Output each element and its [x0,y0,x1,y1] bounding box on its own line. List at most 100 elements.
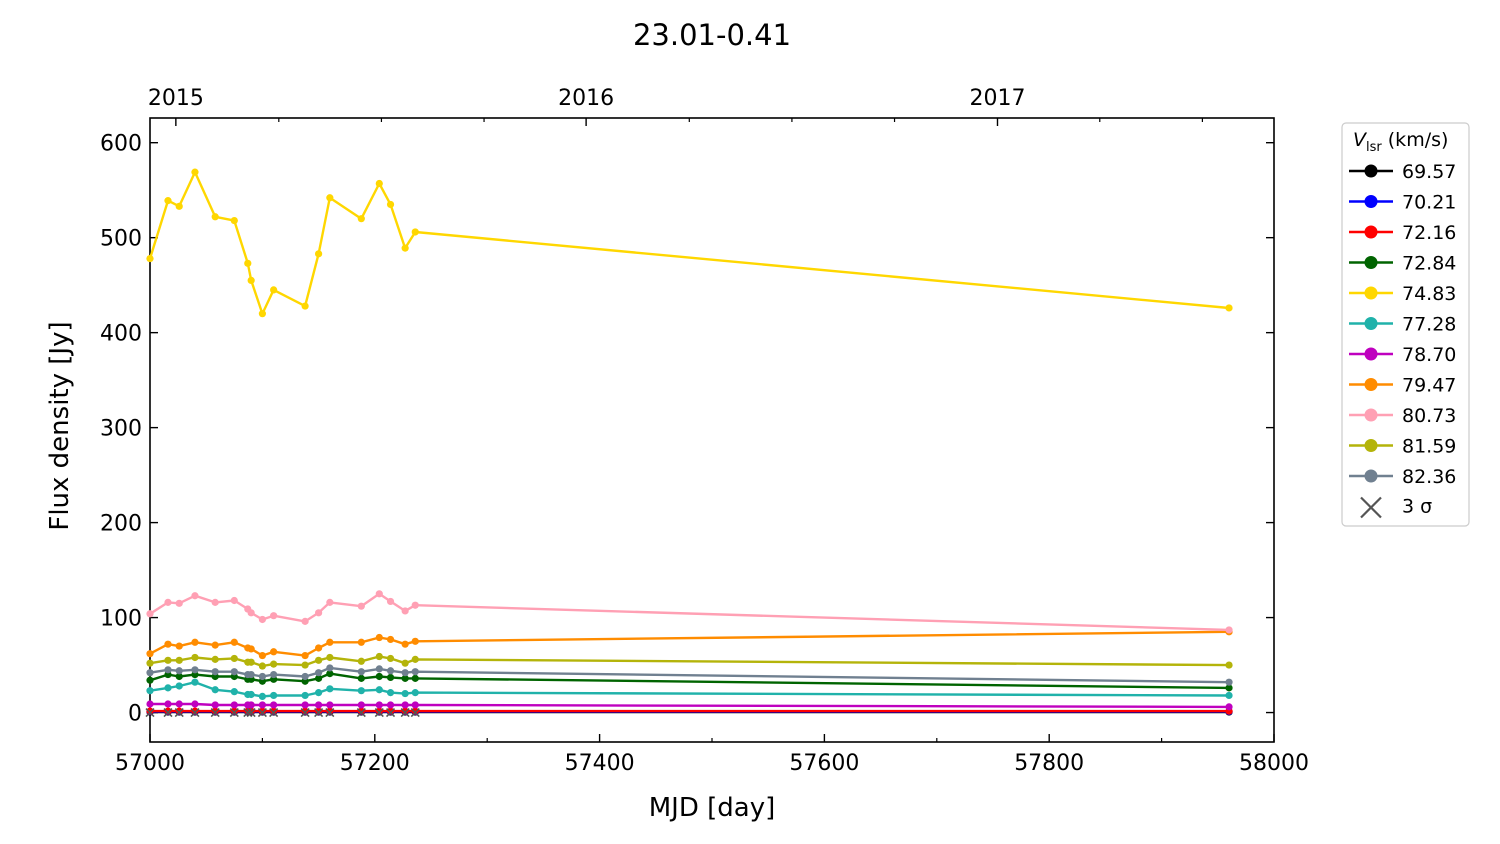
y-tick-label: 300 [100,417,142,442]
data-point [315,644,323,652]
data-point [164,700,172,708]
data-point [211,701,219,709]
data-point [164,598,172,606]
data-point [315,701,323,709]
data-point [244,259,252,267]
data-point [315,656,323,664]
y-tick-label: 500 [100,227,142,252]
legend-title-v: V [1353,129,1368,151]
data-point [375,686,383,694]
data-point [175,672,183,681]
data-point [247,690,255,699]
y-axis-title: Flux density [Jy] [45,321,75,530]
data-point [164,707,172,715]
sigma-marker [145,707,155,718]
data-point [357,657,365,665]
data-point [175,700,183,708]
series-line [149,655,1230,668]
data-point [326,670,334,678]
data-point [326,685,334,693]
legend-swatch-marker [1364,164,1378,178]
legend-swatch-marker [1364,195,1378,208]
data-point [270,701,278,709]
data-point [270,286,278,294]
legend-swatch-marker [1364,256,1378,269]
data-point [357,687,365,695]
data-point [375,701,383,709]
y-tick-label: 600 [100,132,142,157]
data-point [1225,684,1233,692]
sigma-marker [400,707,410,718]
legend-title-unit: (km/s) [1382,129,1449,151]
data-point [230,707,238,715]
data-point [401,244,409,252]
legend-swatch-marker [1364,469,1378,483]
data-point [375,633,383,642]
data-point [386,689,395,697]
data-point [146,707,154,715]
legend-label: 79.47 [1402,375,1456,397]
legend-label: 77.28 [1402,314,1456,336]
series-74-83 [146,168,1233,318]
data-point [175,682,183,690]
plot-area: 57000 57200 57400 57600 57800 58000 0 100 200 300… [100,86,1309,776]
legend-swatch-marker [1364,347,1378,361]
data-point [401,701,409,709]
data-point [230,668,238,676]
data-point [357,701,365,709]
sigma-marker [174,707,184,718]
data-point [386,701,395,709]
legend-swatch-marker [1364,317,1378,330]
legend-label: 72.16 [1402,222,1456,244]
data-point [326,664,334,672]
data-point [326,194,334,202]
series-line [149,630,1230,657]
series-82-36 [146,664,1233,686]
data-point [301,707,309,715]
data-point [211,686,219,694]
data-point [1225,304,1233,312]
legend: Vlsr (km/s) 69.57 70.21 72.16 72.84 74.83 77.2… [1341,122,1470,527]
legend-item: 82.36 [1349,466,1456,488]
data-point [258,701,266,709]
data-point [315,689,323,697]
series-81-59 [146,652,1233,670]
legend-item: 74.83 [1349,283,1456,305]
top-year-label: 2017 [969,86,1025,111]
data-point [1225,678,1233,686]
data-point [411,668,419,676]
series-line [149,592,1230,632]
data-point [258,707,266,715]
data-point [401,607,409,615]
data-point [230,654,238,663]
data-point [401,689,409,698]
data-point [191,678,199,686]
data-point [357,707,365,715]
legend-title-sub: lsr [1366,140,1382,155]
data-point [211,598,219,606]
data-point [175,202,183,210]
data-point [301,651,309,660]
sigma-marker [356,707,366,718]
y-tick-label: 200 [100,512,142,537]
data-point [164,197,172,205]
data-point [375,590,383,598]
data-point [1225,691,1233,700]
legend-item: 78.70 [1349,344,1456,366]
series-79-47 [146,628,1233,660]
data-point [270,660,278,668]
legend-label: 78.70 [1402,344,1456,366]
data-point [270,691,278,700]
x-tick-label: 57800 [1014,751,1084,776]
data-point [230,688,238,696]
sigma-marker [257,707,267,718]
data-point [164,684,172,692]
data-point [146,687,154,695]
data-point [386,597,395,606]
data-point [411,655,419,663]
data-point [247,707,255,715]
data-point [270,670,278,679]
data-point [191,700,199,708]
data-point [357,215,365,223]
data-point [386,667,395,675]
